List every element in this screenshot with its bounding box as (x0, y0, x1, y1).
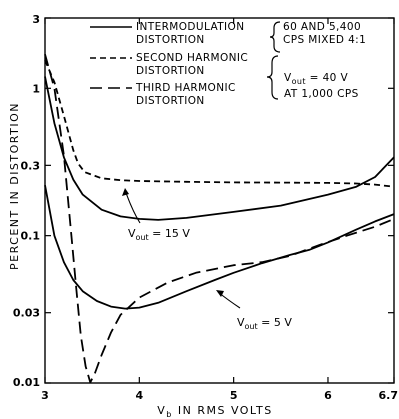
y-axis-label: PERCENT IN DISTORTION (8, 102, 21, 270)
x-tick-label: 4 (135, 389, 143, 402)
x-axis-label: Vb IN RMS VOLTS (157, 404, 273, 419)
series-layer (44, 54, 395, 384)
annotation-arrowhead-15v (122, 188, 129, 196)
legend-2h-line1: SECOND HARMONIC (136, 52, 248, 64)
series-line-2 (44, 185, 395, 310)
x-tick-label: 6 (324, 389, 332, 402)
x-tick-label: 3 (41, 389, 49, 402)
y-tick-label: 0.1 (21, 230, 41, 243)
legend-brace1-line1: 60 AND 5,400 (283, 21, 361, 33)
legend-3h-line1: THIRD HARMONIC (135, 82, 236, 94)
legend-brace-2 (266, 55, 279, 100)
legend-brace-1 (269, 21, 281, 53)
annotation-arrowhead-5v (216, 290, 224, 297)
legend-2h-line2: DISTORTION (136, 65, 205, 77)
legend: INTERMODULATION DISTORTION SECOND HARMON… (90, 21, 366, 107)
annotations: Vout = 15 V Vout = 5 V (122, 188, 292, 331)
legend-im-line1: INTERMODULATION (136, 21, 244, 33)
plot-frame (44, 17, 395, 384)
annotation-15v: Vout = 15 V (128, 227, 190, 242)
x-tick-label: 5 (230, 389, 238, 402)
y-tick-label: 0.01 (13, 376, 40, 389)
legend-im-line2: DISTORTION (136, 34, 205, 46)
series-line-3 (44, 59, 395, 188)
x-tick-label: 6.7 (379, 389, 399, 402)
axis-ticks: 3 4 5 6 6.7 0.01 0.03 0.1 0.3 1 3 (13, 13, 398, 402)
y-tick-label: 0.3 (21, 159, 41, 172)
series-line-1 (44, 76, 395, 221)
y-tick-label: 1 (32, 82, 40, 95)
legend-brace2-line1: Vout = 40 V (284, 72, 348, 86)
series-line-4 (44, 54, 395, 384)
plot-border (44, 17, 395, 384)
legend-brace2-line2: AT 1,000 CPS (284, 88, 359, 100)
legend-3h-line2: DISTORTION (136, 95, 205, 107)
legend-brace1-line2: CPS MIXED 4:1 (283, 34, 366, 46)
y-tick-label: 3 (32, 13, 40, 26)
y-tick-label: 0.03 (13, 307, 40, 320)
annotation-5v: Vout = 5 V (237, 316, 292, 331)
